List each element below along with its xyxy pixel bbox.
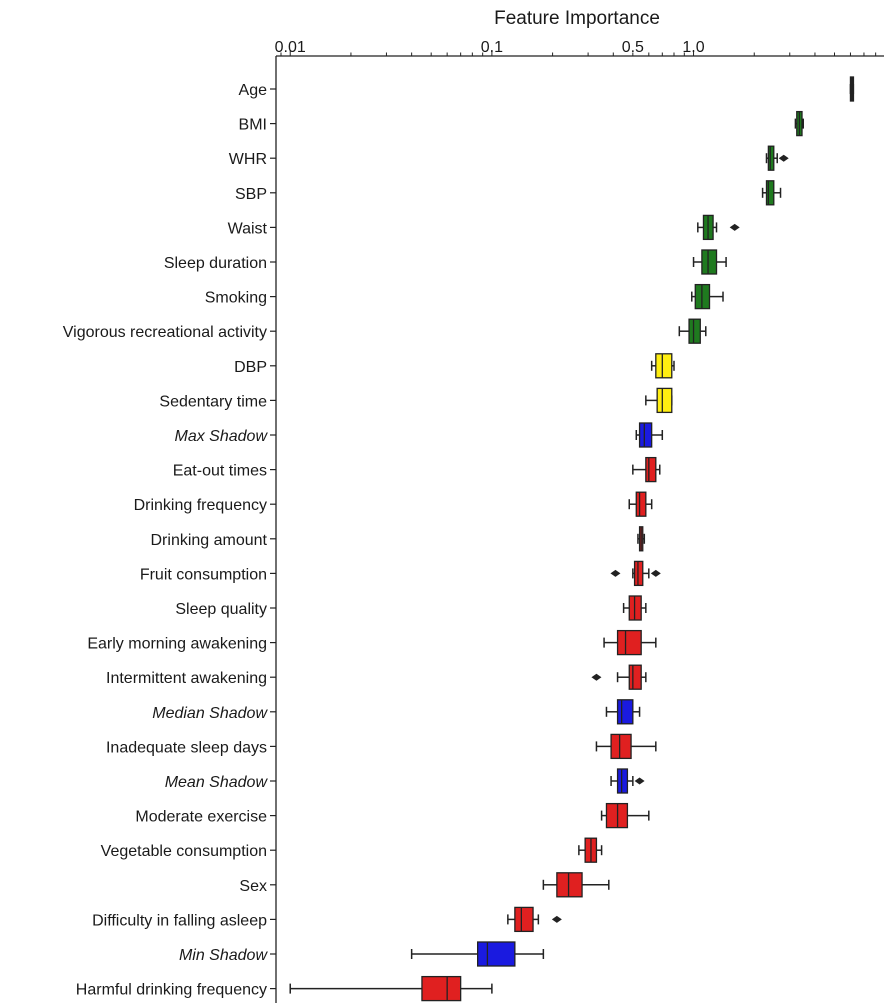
feature-label: Fruit consumption — [140, 566, 267, 583]
feature-label: Inadequate sleep days — [106, 739, 267, 756]
iqr-box — [616, 629, 642, 656]
iqr-box — [765, 180, 775, 206]
boxplot — [635, 422, 664, 448]
iqr-box — [645, 456, 657, 483]
boxplot — [605, 699, 641, 725]
feature-label: Waist — [228, 220, 268, 237]
boxplot — [610, 768, 645, 794]
feature-label: BMI — [239, 117, 267, 134]
feature-label: Max Shadow — [175, 428, 269, 445]
feature-label: Sedentary time — [159, 393, 267, 410]
iqr-box — [656, 387, 673, 414]
outlier-point — [778, 154, 789, 162]
outlier-point — [650, 569, 661, 577]
boxplot — [650, 353, 675, 379]
x-axis-title: Feature Importance — [494, 8, 660, 29]
x-tick-label: 1.0 — [682, 39, 704, 56]
iqr-box — [701, 249, 718, 275]
boxplot — [603, 629, 657, 656]
boxplot — [578, 837, 603, 863]
axes — [270, 55, 884, 1003]
iqr-box — [421, 975, 462, 1002]
feature-label: Smoking — [205, 290, 267, 307]
boxplot — [765, 145, 789, 171]
iqr-box — [638, 422, 653, 448]
iqr-box — [655, 353, 673, 379]
boxplot — [632, 456, 661, 483]
boxplot — [595, 733, 657, 760]
x-axis-ticks: 0.01 0.1 0.5 1.0 — [275, 39, 877, 56]
feature-label: Age — [239, 82, 268, 99]
boxplot — [645, 387, 673, 414]
iqr-box — [628, 664, 642, 690]
iqr-box — [556, 872, 583, 898]
boxplot — [849, 76, 855, 102]
boxplot — [628, 491, 653, 517]
iqr-box — [633, 560, 644, 587]
outlier-point — [591, 673, 602, 681]
feature-label: Drinking amount — [151, 532, 268, 549]
boxplot — [761, 180, 782, 206]
boxplot — [678, 318, 707, 344]
feature-label: Vegetable consumption — [101, 843, 267, 860]
boxplot — [691, 283, 724, 310]
boxplot — [794, 110, 805, 137]
iqr-box — [635, 491, 647, 517]
boxplot — [542, 872, 610, 898]
feature-label: WHR — [229, 151, 267, 168]
feature-label: Early morning awakening — [87, 636, 267, 653]
outlier-point — [634, 777, 645, 785]
feature-label: Median Shadow — [152, 705, 268, 722]
iqr-box — [477, 941, 516, 967]
boxplot — [637, 526, 646, 552]
iqr-box — [514, 906, 534, 933]
outlier-point — [729, 223, 740, 231]
boxplot — [692, 249, 727, 275]
feature-label: Min Shadow — [179, 947, 268, 964]
boxplots — [289, 76, 855, 1002]
feature-label: DBP — [234, 359, 267, 376]
feature-label: Moderate exercise — [135, 809, 267, 826]
iqr-box — [610, 733, 632, 760]
feature-label: Mean Shadow — [165, 774, 269, 791]
iqr-box — [767, 145, 775, 171]
boxplot — [591, 664, 647, 690]
outlier-point — [551, 915, 562, 923]
iqr-box — [628, 595, 642, 621]
boxplot — [622, 595, 647, 621]
boxplot — [600, 802, 650, 829]
iqr-box — [616, 699, 634, 725]
x-tick-label: 0.01 — [275, 39, 306, 56]
feature-label: Sleep quality — [175, 601, 267, 618]
feature-label: Vigorous recreational activity — [63, 324, 267, 341]
outlier-point — [610, 569, 621, 577]
feature-label: Sex — [239, 878, 267, 895]
feature-label: Harmful drinking frequency — [76, 982, 267, 999]
boxplot — [610, 560, 661, 587]
iqr-box — [688, 318, 701, 344]
x-tick-label: 0.5 — [622, 39, 644, 56]
feature-label: Difficulty in falling asleep — [92, 912, 267, 929]
iqr-box — [616, 768, 629, 794]
boxplot — [289, 975, 493, 1002]
feature-label: SBP — [235, 186, 267, 203]
feature-label: Drinking frequency — [134, 497, 267, 514]
feature-labels: Age BMI WHR SBP Waist Sleep duration Smoking Vi… — [63, 82, 269, 999]
feature-label: Intermittent awakening — [106, 670, 267, 687]
boxplot — [697, 214, 740, 241]
feature-label: Sleep duration — [164, 255, 267, 272]
x-tick-label: 0.1 — [481, 39, 503, 56]
feature-label: Eat-out times — [173, 463, 267, 480]
boxplot — [410, 941, 545, 967]
boxplot — [507, 906, 562, 933]
